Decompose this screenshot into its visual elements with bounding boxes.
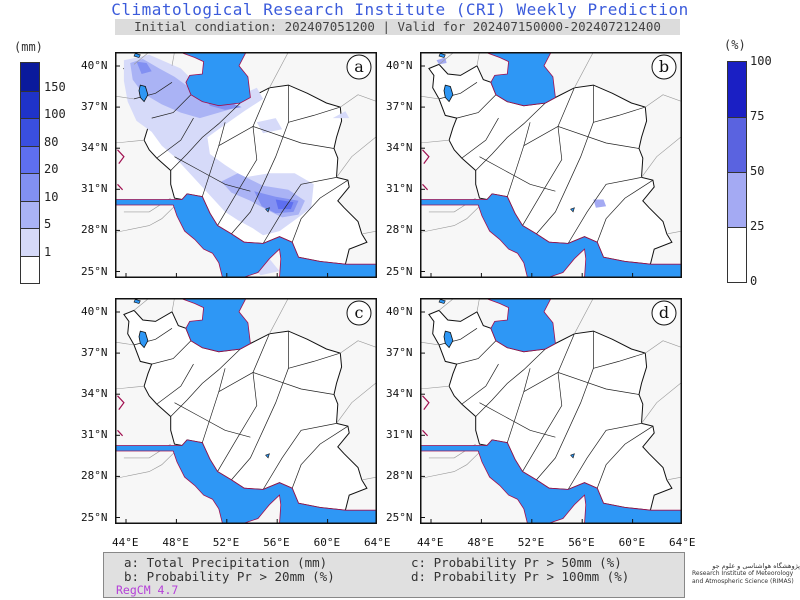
latitude-label: 37°N <box>81 100 108 114</box>
prob-segment <box>728 227 746 282</box>
prob-colorbar-label: 25 <box>750 219 765 233</box>
latitude-label: 34°N <box>81 387 108 401</box>
precip-region <box>136 61 152 74</box>
svg-text:a: a <box>354 57 364 76</box>
prob-segment <box>728 62 746 117</box>
caspian-sea <box>470 52 556 107</box>
precip-segment <box>21 90 39 118</box>
precip-colorbar-label: 1 <box>44 244 52 259</box>
precip-colorbar-label: 80 <box>44 134 59 149</box>
precip-colorbar-label: 100 <box>44 107 66 121</box>
legend-box: a: Total Precipitation (mm) b: Probabili… <box>103 552 685 598</box>
right-colorbar-unit: (%) <box>724 38 746 52</box>
legend-item-c: c: Probability Pr > 50mm (%) <box>411 555 622 570</box>
legend-item-d: d: Probability Pr > 100mm (%) <box>411 569 630 584</box>
latitude-label: 40°N <box>81 305 108 318</box>
map-panel-d: d <box>420 298 682 524</box>
longitude-label: 44°E <box>112 536 139 549</box>
persian-gulf <box>420 193 682 278</box>
longitude-label: 56°E <box>568 536 595 549</box>
precip-segment <box>21 63 39 91</box>
precip-segment <box>21 228 39 256</box>
precip-region <box>593 199 607 208</box>
caspian-sea <box>470 298 556 353</box>
forecast-validity-subtitle: Initial condiation: 202407051200 | Valid… <box>115 19 680 35</box>
longitude-label: 60°E <box>313 536 341 549</box>
longitude-label: 52°E <box>517 536 545 549</box>
latitude-label: 31°N <box>81 428 108 442</box>
lake-urmia <box>138 84 149 103</box>
precip-region <box>436 57 447 65</box>
precip-segment <box>21 173 39 201</box>
prob-colorbar-label: 0 <box>750 274 758 288</box>
latitude-label: 34°N <box>81 141 108 155</box>
persian-gulf <box>115 193 377 278</box>
precip-segment <box>21 200 39 228</box>
caspian-sea <box>165 52 251 107</box>
precip-segment <box>21 118 39 146</box>
longitude-label: 48°E <box>162 536 189 549</box>
map-panel-c: c <box>115 298 377 524</box>
latitude-label: 28°N <box>81 469 108 483</box>
probability-colorbar <box>727 61 747 283</box>
longitude-label: 56°E <box>263 536 290 549</box>
legend-item-a: a: Total Precipitation (mm) <box>124 555 328 570</box>
map-panel-a: a <box>115 52 377 278</box>
model-version: RegCM 4.7 <box>116 583 179 597</box>
latitude-label: 40°N <box>386 59 413 72</box>
precip-colorbar-label: 10 <box>44 189 59 204</box>
left-colorbar-unit: (mm) <box>14 40 43 54</box>
map-panel-b: b <box>420 52 682 278</box>
precip-colorbar-label: 20 <box>44 162 59 176</box>
lake-urmia <box>443 330 454 349</box>
precip-segment <box>21 255 39 283</box>
latitude-label: 25°N <box>386 510 413 524</box>
prob-colorbar-label: 50 <box>750 164 765 178</box>
precip-segment <box>21 145 39 173</box>
latitude-label: 40°N <box>386 305 413 318</box>
precip-colorbar-label: 150 <box>44 79 66 94</box>
svg-text:b: b <box>659 57 669 76</box>
prob-colorbar-label: 75 <box>750 109 765 123</box>
latitude-label: 34°N <box>386 387 413 401</box>
latitude-label: 28°N <box>386 223 413 237</box>
latitude-label: 25°N <box>81 510 108 524</box>
svg-text:d: d <box>659 303 669 322</box>
latitude-label: 37°N <box>81 346 108 360</box>
lake-urmia <box>443 84 454 103</box>
precip-colorbar-label: 5 <box>44 217 52 231</box>
svg-text:c: c <box>355 303 364 322</box>
latitude-label: 31°N <box>386 182 413 196</box>
latitude-label: 37°N <box>386 346 413 360</box>
latitude-label: 40°N <box>81 59 108 72</box>
page-title: Climatological Research Institute (CRI) … <box>111 0 689 19</box>
latitude-label: 28°N <box>386 469 413 483</box>
latitude-label: 34°N <box>386 141 413 155</box>
latitude-label: 37°N <box>386 100 413 114</box>
longitude-label: 60°E <box>618 536 646 549</box>
longitude-label: 64°E <box>364 536 391 549</box>
prob-colorbar-label: 100 <box>750 54 772 68</box>
rimas-logo: پژوهشگاه هواشناسی و علوم جو Research Ins… <box>692 562 800 585</box>
latitude-label: 25°N <box>386 264 413 278</box>
caspian-sea <box>165 298 251 353</box>
precip-region <box>332 111 350 119</box>
longitude-label: 48°E <box>467 536 494 549</box>
lake-urmia <box>138 330 149 349</box>
longitude-label: 44°E <box>417 536 444 549</box>
persian-gulf <box>115 439 377 524</box>
latitude-label: 25°N <box>81 264 108 278</box>
persian-gulf <box>420 439 682 524</box>
longitude-label: 52°E <box>212 536 240 549</box>
latitude-label: 31°N <box>386 428 413 442</box>
latitude-label: 31°N <box>81 182 108 196</box>
longitude-label: 64°E <box>669 536 696 549</box>
precip-region <box>256 118 283 134</box>
precipitation-colorbar <box>20 62 40 284</box>
latitude-label: 28°N <box>81 223 108 237</box>
legend-item-b: b: Probability Pr > 20mm (%) <box>124 569 335 584</box>
prob-segment <box>728 172 746 227</box>
prob-segment <box>728 117 746 172</box>
